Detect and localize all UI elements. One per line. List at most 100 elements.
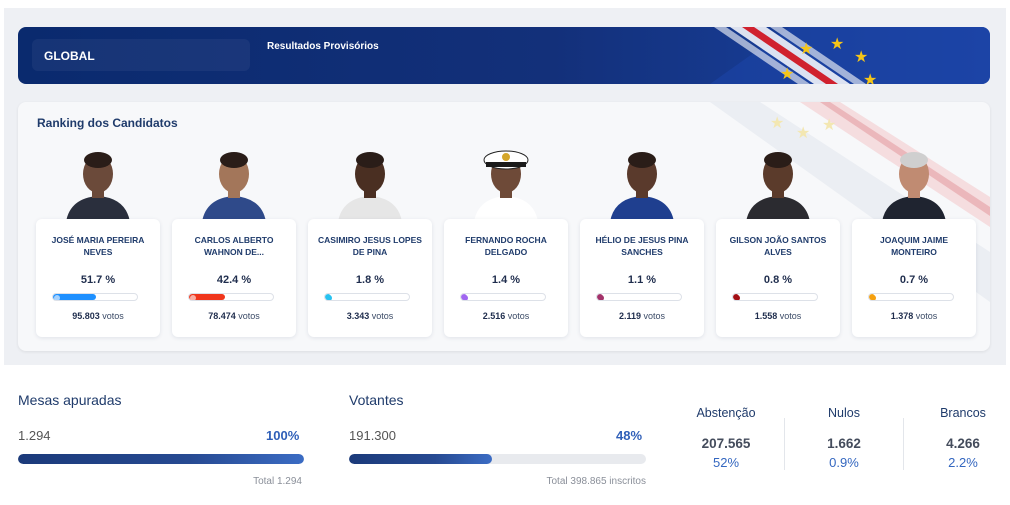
candidate-card[interactable]: GILSON JOÃO SANTOS ALVES 0.8 % 1.558 votos	[716, 219, 840, 337]
ranking-title: Ranking dos Candidatos	[37, 116, 178, 130]
candidate-percent: 0.8 %	[763, 274, 793, 286]
svg-text:★: ★	[770, 113, 784, 132]
candidate-percent: 42.4 %	[216, 274, 252, 286]
votantes-progress-fill	[349, 454, 492, 464]
candidate-photo	[66, 152, 130, 222]
nulos-percent: 0.9%	[829, 455, 859, 470]
candidate-progress-bar	[460, 293, 546, 301]
candidate-votes: 2.516 votos	[444, 311, 568, 321]
candidate-card[interactable]: CARLOS ALBERTO WAHNON DE... 42.4 % 78.474 …	[172, 219, 296, 337]
votantes-percent: 48%	[616, 428, 643, 443]
abstencao-label: Abstenção	[696, 406, 756, 420]
candidate-percent: 1.4 %	[491, 274, 521, 286]
candidate-progress-fill	[53, 294, 97, 300]
header-banner: GLOBAL Resultados Provisórios ★ ★ ★ ★ ★	[18, 27, 990, 84]
candidate-percent: 1.1 %	[627, 274, 657, 286]
candidate-percent: 1.8 %	[355, 274, 385, 286]
votantes-label: Votantes	[349, 392, 404, 408]
votes-suffix: votos	[641, 311, 666, 321]
progress-dot	[326, 295, 332, 300]
candidate-progress-bar	[596, 293, 682, 301]
mesas-value: 1.294	[18, 428, 51, 443]
candidate-votes: 1.558 votos	[716, 311, 840, 321]
votes-count: 95.803	[72, 311, 100, 321]
svg-text:★: ★	[854, 47, 868, 66]
brancos-label: Brancos	[940, 406, 986, 420]
nulos-stat: Nulos 1.662 0.9%	[794, 406, 894, 470]
progress-dot	[870, 295, 876, 300]
abstencao-stat: Abstenção 207.565 52%	[676, 406, 776, 470]
candidate-card[interactable]: JOAQUIM JAIME MONTEIRO 0.7 % 1.378 votos	[852, 219, 976, 337]
votes-count: 78.474	[208, 311, 236, 321]
candidate-name: JOAQUIM JAIME MONTEIRO	[879, 235, 948, 257]
votes-suffix: votos	[235, 311, 260, 321]
nulos-value: 1.662	[827, 436, 861, 451]
votes-suffix: votos	[505, 311, 530, 321]
svg-text:★: ★	[799, 39, 813, 58]
progress-dot	[190, 295, 196, 300]
candidate-progress-bar	[868, 293, 954, 301]
progress-dot	[54, 295, 60, 300]
progress-dot	[462, 295, 468, 300]
candidate-name: GILSON JOÃO SANTOS ALVES	[729, 235, 827, 257]
votes-suffix: votos	[913, 311, 938, 321]
candidate-votes: 95.803 votos	[36, 311, 160, 321]
votes-count: 3.343	[346, 311, 370, 321]
cape-verde-flag-decoration: ★ ★ ★ ★ ★	[710, 27, 990, 84]
mesas-total: Total 1.294	[253, 476, 302, 487]
brancos-percent: 2.2%	[948, 455, 978, 470]
candidate-name: CARLOS ALBERTO WAHNON DE...	[194, 235, 274, 257]
mesas-label: Mesas apuradas	[18, 392, 122, 408]
candidate-votes: 78.474 votos	[172, 311, 296, 321]
svg-text:★: ★	[830, 34, 844, 53]
candidate-photo	[882, 152, 946, 222]
divider	[784, 418, 785, 470]
votes-count: 2.119	[618, 311, 641, 321]
votes-count: 1.378	[890, 311, 914, 321]
candidate-progress-fill	[189, 294, 225, 300]
brancos-stat: Brancos 4.266 2.2%	[913, 406, 1010, 470]
progress-dot	[598, 295, 604, 300]
candidate-name: HÉLIO DE JESUS PINA SANCHES	[595, 235, 689, 257]
candidate-card[interactable]: HÉLIO DE JESUS PINA SANCHES 1.1 % 2.119 vo…	[580, 219, 704, 337]
svg-text:★: ★	[796, 123, 810, 142]
votes-count: 2.516	[482, 311, 506, 321]
candidate-card[interactable]: FERNANDO ROCHA DELGADO 1.4 % 2.516 votos	[444, 219, 568, 337]
banner-subtitle: Resultados Provisórios	[267, 41, 379, 52]
votes-suffix: votos	[99, 311, 124, 321]
candidate-photo	[338, 152, 402, 222]
candidate-photo	[474, 150, 538, 222]
divider	[903, 418, 904, 470]
candidate-progress-bar	[52, 293, 138, 301]
candidate-progress-bar	[188, 293, 274, 301]
votantes-progress-bar	[349, 454, 646, 464]
svg-text:★: ★	[822, 115, 836, 134]
mesas-progress-fill	[18, 454, 304, 464]
candidate-name: CASIMIRO JESUS LOPES DE PINA	[318, 235, 422, 257]
mesas-progress-bar	[18, 454, 304, 464]
candidate-votes: 2.119 votos	[580, 311, 704, 321]
candidate-photo	[202, 152, 266, 222]
mesas-percent: 100%	[266, 428, 300, 443]
global-tab[interactable]: GLOBAL	[32, 39, 250, 71]
candidate-progress-bar	[324, 293, 410, 301]
nulos-label: Nulos	[828, 406, 860, 420]
svg-text:★: ★	[863, 70, 877, 84]
votantes-total: Total 398.865 inscritos	[546, 476, 646, 487]
candidate-name: JOSÉ MARIA PEREIRA NEVES	[51, 235, 145, 257]
candidate-name: FERNANDO ROCHA DELGADO	[465, 235, 547, 257]
candidate-card[interactable]: CASIMIRO JESUS LOPES DE PINA 1.8 % 3.343 v…	[308, 219, 432, 337]
abstencao-percent: 52%	[712, 455, 740, 470]
abstencao-value: 207.565	[701, 436, 751, 451]
candidate-votes: 1.378 votos	[852, 311, 976, 321]
candidate-percent: 0.7 %	[899, 274, 929, 286]
brancos-value: 4.266	[946, 436, 980, 451]
candidate-photo	[610, 152, 674, 222]
svg-text:★: ★	[780, 64, 794, 83]
candidate-card[interactable]: JOSÉ MARIA PEREIRA NEVES 51.7 % 95.803 vot…	[36, 219, 160, 337]
votes-suffix: votos	[777, 311, 802, 321]
votes-suffix: votos	[369, 311, 394, 321]
votes-count: 1.558	[754, 311, 778, 321]
candidate-progress-bar	[732, 293, 818, 301]
candidate-votes: 3.343 votos	[308, 311, 432, 321]
